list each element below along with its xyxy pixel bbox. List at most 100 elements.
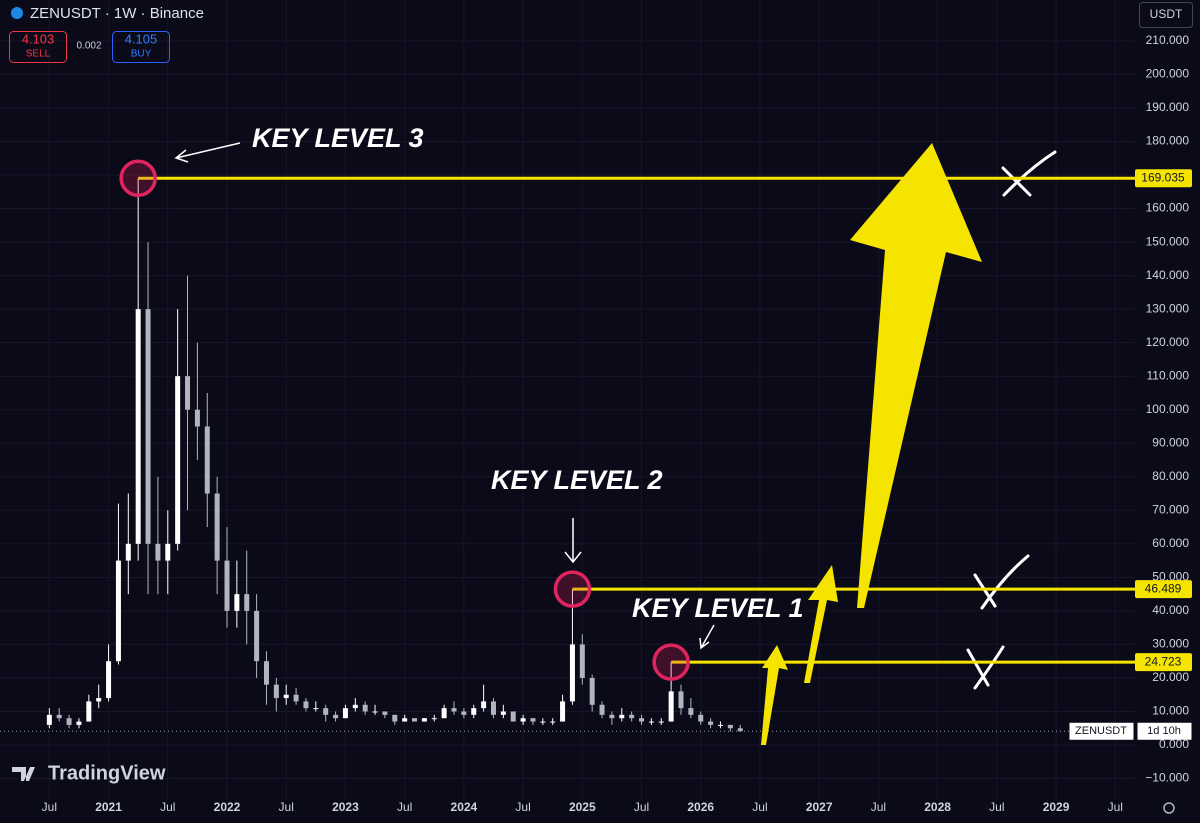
marks <box>0 178 1135 732</box>
y-tick-label: 140.000 <box>1146 268 1190 282</box>
candle-body <box>303 701 309 709</box>
candle-body <box>441 708 447 719</box>
candle-body <box>717 724 723 726</box>
candle-body <box>520 718 526 722</box>
sell-label: SELL <box>26 49 51 60</box>
settings-icon[interactable] <box>1163 802 1175 814</box>
watermark: TradingView <box>48 762 166 784</box>
candle-body <box>283 694 289 699</box>
candle-body <box>698 714 704 722</box>
candle-body <box>352 704 358 709</box>
candle-body <box>392 714 398 722</box>
candle-body <box>234 594 240 611</box>
y-tick-label: 90.000 <box>1152 435 1189 449</box>
y-tick-label: 30.000 <box>1152 637 1189 651</box>
candle-body <box>451 708 457 712</box>
y-tick-label: 100.000 <box>1146 402 1190 416</box>
y-tick-label: −10.000 <box>1145 771 1189 785</box>
candle-body <box>293 694 299 702</box>
y-tick-label: 120.000 <box>1146 335 1190 349</box>
y-tick-label: 110.000 <box>1147 368 1190 382</box>
candle-body <box>540 721 546 723</box>
candle-body <box>244 594 250 611</box>
candle-body <box>362 704 368 712</box>
x-tick-label: 2022 <box>214 800 241 814</box>
y-tick-label: 50.000 <box>1152 570 1189 584</box>
key-level-value: 169.035 <box>1141 170 1185 184</box>
key-level-marker <box>652 643 690 681</box>
x-tick-label: 2026 <box>687 800 714 814</box>
currency: USDT <box>1150 7 1183 21</box>
key-level-tag <box>1135 653 1192 672</box>
candle-body <box>599 704 605 715</box>
candle-body <box>145 309 151 544</box>
candle-body <box>273 684 279 699</box>
x-tick-label: 2024 <box>451 800 478 814</box>
x-tick-label: Jul <box>279 800 294 814</box>
x-tick-label: Jul <box>160 800 175 814</box>
key-level-tag <box>1135 580 1192 599</box>
y-tick-label: 70.000 <box>1152 502 1189 516</box>
candle-body <box>372 711 378 713</box>
candle-body <box>224 560 230 611</box>
y-tick-label: 180.000 <box>1146 134 1190 148</box>
symbol-tag <box>1069 722 1134 740</box>
y-tick-label: 190.000 <box>1146 100 1190 114</box>
buy-button[interactable] <box>112 31 170 63</box>
x-tick-label: Jul <box>397 800 412 814</box>
candle-body <box>619 714 625 719</box>
symbol-tag-label: ZENUSDT <box>1075 725 1127 737</box>
pointer <box>699 624 715 650</box>
arrow-big <box>850 143 982 608</box>
candle-body <box>96 698 102 702</box>
candle-body <box>214 493 220 561</box>
y-tick-label: 10.000 <box>1152 704 1189 718</box>
sell-button[interactable] <box>9 31 67 63</box>
currency-button[interactable] <box>1139 2 1193 28</box>
key-level-marker <box>119 159 157 198</box>
candle-body <box>609 714 615 719</box>
x-tick-label: 2025 <box>569 800 596 814</box>
candle-body <box>461 711 467 715</box>
y-tick-label: 0.000 <box>1159 737 1189 751</box>
candle-body <box>510 711 516 722</box>
y-tick-label: 200.000 <box>1146 67 1190 81</box>
candle-body <box>727 724 733 729</box>
candle-body <box>263 661 269 685</box>
candle-body <box>76 721 82 725</box>
key-level-value: 46.489 <box>1145 581 1182 595</box>
candle-body <box>431 718 437 720</box>
arrow-small <box>761 645 788 745</box>
symbol-title: ZENUSDT · 1W · Binance <box>30 5 204 22</box>
candle-body <box>579 644 585 678</box>
candle-body <box>46 714 52 725</box>
y-tick-label: 130.000 <box>1146 301 1190 315</box>
candle-body <box>658 721 664 723</box>
y-tick-label: 20.000 <box>1152 670 1189 684</box>
y-tick-label: 150.000 <box>1146 234 1190 248</box>
key-level-marker <box>553 570 592 608</box>
countdown: 1d 10h <box>1147 725 1181 737</box>
x-tick-label: Jul <box>989 800 1004 814</box>
buy-price: 4.105 <box>125 31 158 46</box>
x-tick-label: 2021 <box>95 800 122 814</box>
candle-body <box>185 376 191 410</box>
y-tick-label: 40.000 <box>1152 603 1189 617</box>
buy-label: BUY <box>131 49 152 60</box>
candle-body <box>629 714 635 719</box>
y-tick-label: 160.000 <box>1146 201 1190 215</box>
pointer-arrows <box>174 142 715 650</box>
candle-body <box>135 309 141 544</box>
candle-body <box>737 728 743 732</box>
candle-body <box>204 426 210 494</box>
candle-body <box>569 644 575 702</box>
candle-body <box>471 708 477 715</box>
annotation-arrows <box>761 143 982 745</box>
y-tick-label: 210.000 <box>1146 33 1190 47</box>
candle-body <box>560 701 566 722</box>
x-tick-label: Jul <box>515 800 530 814</box>
candle-body <box>688 708 694 715</box>
key-level-tag <box>1135 169 1192 188</box>
x-tick-label: 2029 <box>1043 800 1070 814</box>
